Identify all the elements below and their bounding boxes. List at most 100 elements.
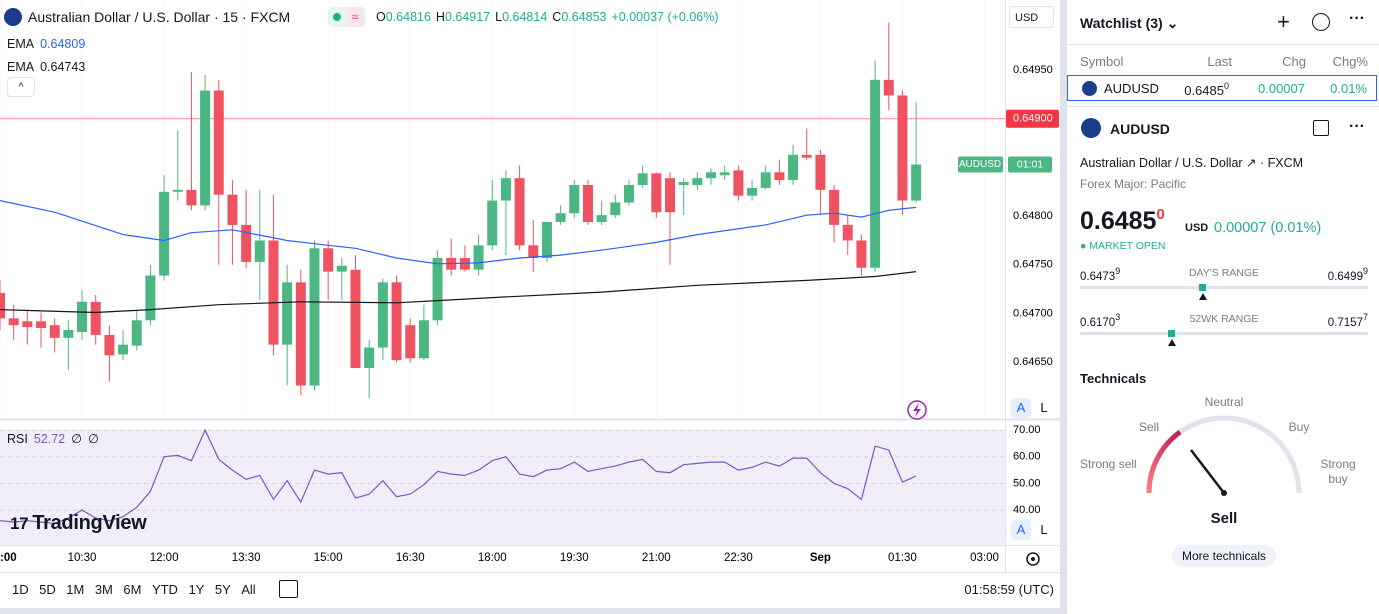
- more-button[interactable]: ···: [1349, 118, 1365, 135]
- ema-line: [0, 271, 917, 314]
- add-symbol-button[interactable]: +: [1277, 9, 1290, 34]
- candle-body: [897, 95, 908, 201]
- x-tick-label: 21:00: [642, 552, 671, 564]
- period-button[interactable]: 1Y: [188, 582, 205, 597]
- log-scale-button[interactable]: L: [1040, 400, 1048, 415]
- period-button[interactable]: 3M: [94, 582, 113, 597]
- panel-separator: [1060, 0, 1067, 614]
- period-button[interactable]: 1M: [66, 582, 85, 597]
- candle-body: [309, 248, 320, 386]
- candle-body: [241, 224, 252, 262]
- period-button[interactable]: YTD: [151, 582, 178, 597]
- alert-bolt: [913, 403, 921, 417]
- ohlc-label: L: [495, 10, 503, 24]
- candle-body: [788, 154, 799, 181]
- y-tick-label: 0.64700: [1013, 307, 1053, 319]
- watchlist-row[interactable]: AUDUSD 0.64850 0.00007 0.01%: [1067, 75, 1377, 101]
- candle-body: [432, 257, 443, 321]
- candle-body: [364, 347, 375, 369]
- candle-body: [22, 321, 33, 328]
- advanced-view-button[interactable]: [1312, 13, 1330, 31]
- period-button[interactable]: 6M: [123, 582, 142, 597]
- delay-badge[interactable]: ≈: [346, 7, 364, 27]
- rsi-tick-label: 70.00: [1013, 424, 1041, 436]
- candle-body: [227, 194, 238, 225]
- gauge: [1146, 415, 1302, 496]
- candle-body: [555, 213, 566, 222]
- settings-icon[interactable]: [1026, 552, 1040, 566]
- candle-body: [637, 173, 648, 185]
- period-button[interactable]: 5D: [39, 582, 56, 597]
- legend-value: 0.64809: [40, 37, 86, 51]
- watchlist-title[interactable]: Watchlist (3) ⌄: [1080, 15, 1179, 31]
- more-button[interactable]: ···: [1349, 10, 1365, 27]
- candle-body: [323, 248, 334, 272]
- candle-body: [282, 282, 293, 345]
- gauge-needle: [1190, 449, 1225, 494]
- range-high: 0.64999: [1328, 266, 1368, 283]
- rsi-line: [0, 428, 917, 525]
- gauge-pivot: [1221, 490, 1227, 496]
- rsi-param: ∅: [88, 432, 99, 446]
- ohlc-label: O: [376, 10, 386, 24]
- date-range-icon[interactable]: [279, 580, 298, 598]
- flag-icon: [4, 8, 22, 26]
- candle-body: [391, 282, 402, 361]
- row-last-sup: 0: [1223, 81, 1229, 91]
- indicator-legend: EMA 0.64809 EMA 0.64743: [7, 33, 85, 79]
- ema-line: [0, 200, 917, 265]
- candle-body: [856, 240, 867, 268]
- period-button[interactable]: 5Y: [214, 582, 231, 597]
- period-button[interactable]: All: [241, 582, 256, 597]
- collapse-button[interactable]: ^: [7, 77, 35, 97]
- candle-body: [200, 90, 211, 206]
- countdown-tag: [1008, 156, 1052, 173]
- alert-icon[interactable]: [907, 400, 927, 420]
- period-button[interactable]: 1D: [12, 582, 29, 597]
- row-last: 0.64850: [1184, 81, 1229, 98]
- candle-body: [842, 224, 853, 241]
- column-header[interactable]: Last: [1207, 54, 1232, 69]
- range-pointer: [1198, 293, 1207, 300]
- last-price-symbol: AUDUSD: [959, 159, 1001, 170]
- candle-body: [459, 257, 470, 270]
- range-low: 0.64739: [1080, 266, 1120, 283]
- candle-body: [747, 187, 758, 196]
- range-label: DAY'S RANGE: [1188, 267, 1260, 279]
- legend-value: 0.64743: [40, 60, 86, 74]
- auto-scale-button[interactable]: A: [1011, 398, 1031, 418]
- layout-button[interactable]: [1313, 120, 1329, 136]
- column-header[interactable]: Symbol: [1080, 54, 1124, 69]
- candle-body: [623, 184, 634, 203]
- candle-body: [582, 184, 593, 222]
- x-tick-label: 19:30: [560, 552, 589, 564]
- x-tick-label: 10:30: [68, 552, 97, 564]
- range-low: 0.61703: [1080, 312, 1120, 329]
- candle-body: [678, 182, 689, 185]
- column-header[interactable]: Chg: [1282, 54, 1306, 69]
- range-high-main: 0.6499: [1327, 271, 1363, 283]
- ohlc-value: 0.64853: [561, 10, 607, 24]
- rsi-value: 52.72: [33, 432, 66, 446]
- candle-body: [733, 170, 744, 196]
- more-technicals-button[interactable]: More technicals: [1172, 545, 1276, 567]
- range-high-sup: 9: [1362, 266, 1368, 276]
- flag-icon: [1081, 118, 1101, 138]
- legend-name: EMA: [7, 60, 35, 74]
- candle-body: [8, 318, 19, 326]
- rsi-pane: [0, 428, 1005, 545]
- x-tick-label: Sep: [810, 552, 831, 564]
- logo-text: TradingView: [32, 512, 147, 534]
- range-track: [1080, 286, 1368, 289]
- candle-body: [254, 240, 265, 262]
- legend-name: EMA: [7, 37, 35, 51]
- row-change-pct: 0.01%: [1330, 81, 1367, 96]
- rsi-param: ∅: [71, 432, 83, 446]
- x-tick-label: 16:30: [396, 552, 425, 564]
- currency-button[interactable]: USD: [1009, 6, 1054, 28]
- x-tick-label: :00: [0, 552, 17, 564]
- column-header[interactable]: Chg%: [1332, 54, 1368, 69]
- log-scale-button[interactable]: L: [1040, 522, 1048, 537]
- auto-scale-button[interactable]: A: [1011, 520, 1031, 540]
